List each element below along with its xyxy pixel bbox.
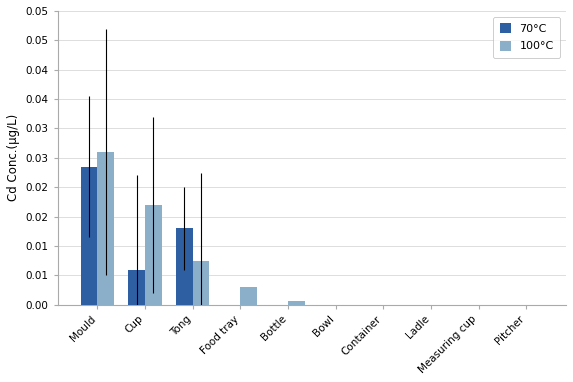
Legend: 70°C, 100°C: 70°C, 100°C — [493, 16, 560, 58]
Bar — [81, 167, 97, 305]
Y-axis label: Cd Conc.(μg/L): Cd Conc.(μg/L) — [7, 114, 20, 201]
Bar — [176, 228, 193, 305]
Bar — [128, 270, 145, 305]
Bar — [193, 261, 209, 305]
Bar — [145, 205, 162, 305]
Bar — [288, 301, 305, 305]
Bar — [240, 287, 257, 305]
Bar — [97, 152, 114, 305]
